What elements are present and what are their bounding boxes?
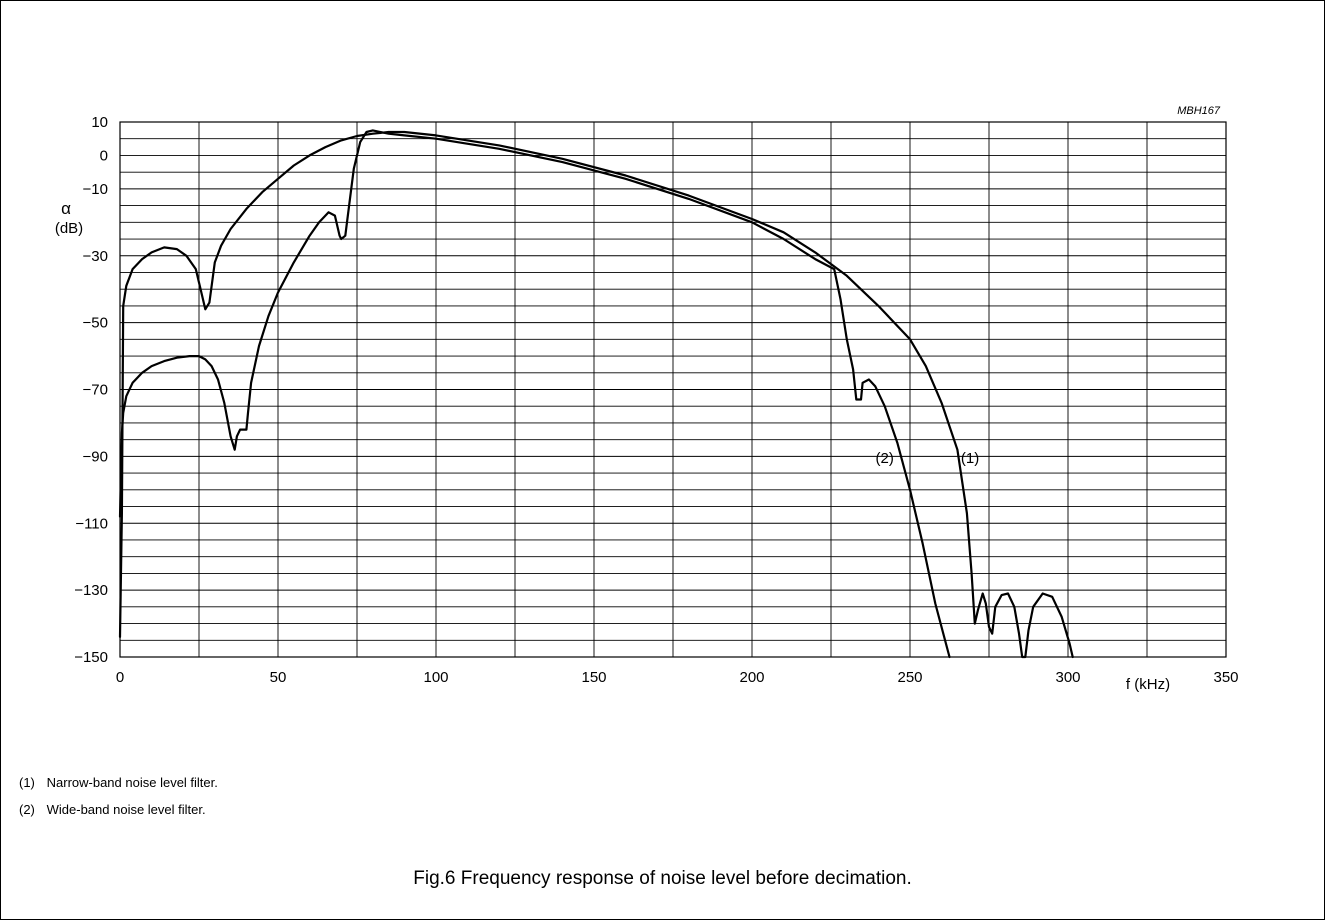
legend-note-1-number: (1) (19, 775, 35, 790)
curve-label-2: (1) (961, 450, 979, 467)
figure-code: MBH167 (1177, 105, 1221, 117)
y-tick-label: −70 (83, 382, 108, 399)
y-tick-label: −130 (74, 582, 108, 599)
legend-note-2-number: (2) (19, 802, 35, 817)
y-tick-label: −150 (74, 649, 108, 666)
curve-label-1: (2) (876, 450, 894, 467)
y-axis-symbol: α (61, 199, 71, 218)
legend-note-1: (1) Narrow-band noise level filter. (19, 775, 218, 790)
y-axis-unit: (dB) (55, 220, 83, 237)
legend-note-2-text: Wide-band noise level filter. (46, 802, 206, 817)
y-tick-label: −50 (83, 315, 108, 332)
series-line-2 (118, 129, 951, 659)
x-tick-label: 0 (116, 669, 124, 686)
plot-area-border (119, 121, 1227, 658)
y-tick-label: −10 (83, 181, 108, 198)
y-tick-label: −110 (75, 515, 108, 532)
figure-caption: Fig.6 Frequency response of noise level … (413, 868, 912, 889)
x-tick-label: 350 (1213, 669, 1238, 686)
x-tick-label: 250 (897, 669, 922, 686)
x-tick-label: 100 (423, 669, 448, 686)
legend-note-2: (2) Wide-band noise level filter. (19, 802, 206, 817)
y-tick-label: −30 (83, 248, 108, 265)
x-axis-label: f (kHz) (1126, 676, 1170, 693)
x-tick-label: 50 (270, 669, 287, 686)
y-tick-label: −90 (83, 448, 108, 465)
legend-note-1-text: Narrow-band noise level filter. (46, 775, 218, 790)
x-tick-label: 300 (1055, 669, 1080, 686)
series-line-1 (118, 130, 1074, 659)
y-tick-label: 10 (91, 114, 108, 131)
x-tick-label: 200 (739, 669, 764, 686)
y-tick-label: 0 (100, 147, 108, 164)
x-tick-label: 150 (581, 669, 606, 686)
